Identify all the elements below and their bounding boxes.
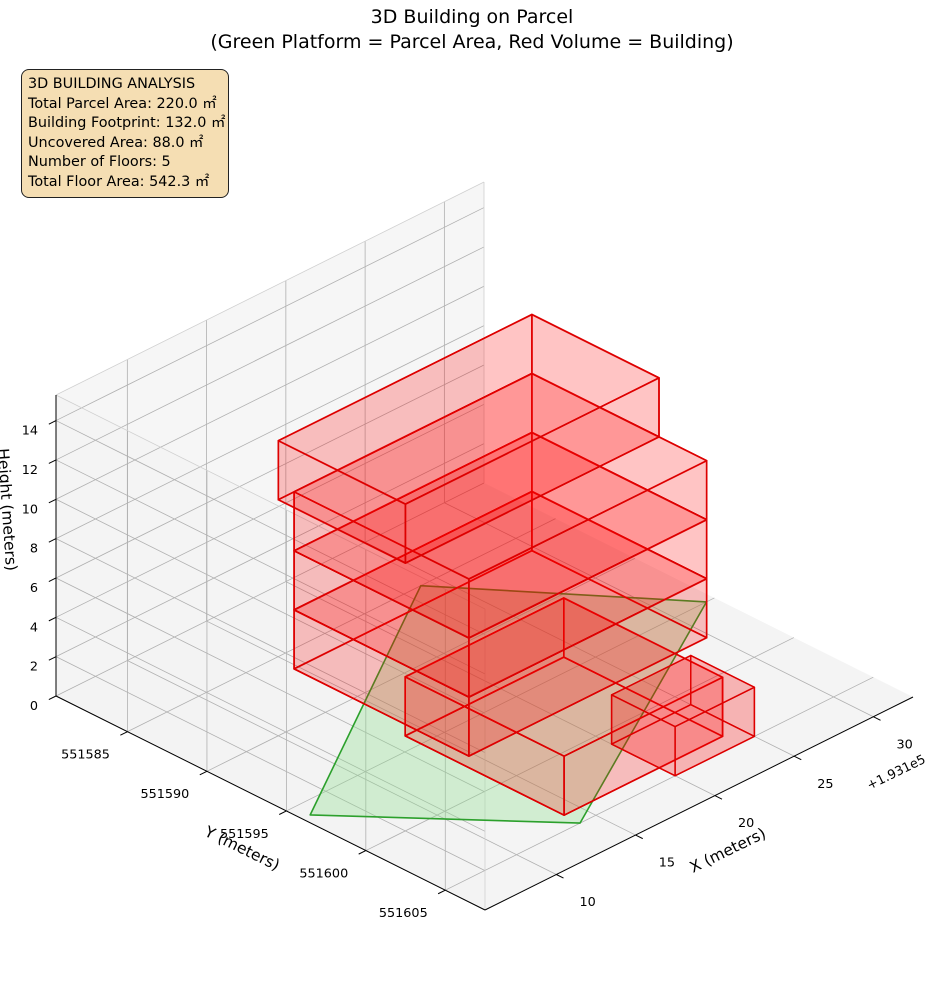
z-tick-label: 6 <box>30 581 38 596</box>
floor-1-top-face <box>404 597 724 758</box>
gridline-z-left <box>55 616 486 832</box>
y-tick-mark <box>120 731 128 736</box>
chart-title-line1: 3D Building on Parcel <box>370 6 574 28</box>
z-tick-mark <box>48 538 57 543</box>
y-tick-label: 551605 <box>379 906 428 921</box>
parcel-platform <box>309 584 708 824</box>
z-tick-label: 12 <box>22 463 38 478</box>
x-tick-label: 30 <box>896 737 912 752</box>
z-axis-label: Height (meters) <box>0 448 20 572</box>
y-tick-label: 551590 <box>140 787 189 802</box>
y-tick-label: 551585 <box>61 748 110 763</box>
x-tick-label: 25 <box>817 777 833 792</box>
small-block <box>610 654 756 777</box>
info-heading: 3D BUILDING ANALYSIS <box>28 76 196 92</box>
z-tick-mark <box>48 695 57 701</box>
info-building-footprint: Building Footprint: 132.0 ㎡ <box>28 115 226 132</box>
x-tick-mark <box>714 795 723 800</box>
axes-ticks: 1015202530551585551590551595551600551605… <box>22 420 913 921</box>
pane-edge <box>55 394 486 610</box>
y-tick-mark <box>199 770 208 776</box>
x-tick-mark <box>793 755 802 761</box>
y-tick-label: 551600 <box>299 867 348 882</box>
gridline-z-right <box>55 246 485 461</box>
floor-1 <box>404 597 724 817</box>
x-axis-offset-label: +1.931e5 <box>865 752 929 793</box>
z-tick-label: 8 <box>30 542 38 557</box>
z-tick-label: 2 <box>30 660 38 675</box>
y-tick-mark <box>279 810 287 815</box>
info-total-parcel-area: Total Parcel Area: 220.0 ㎡ <box>28 95 217 112</box>
info-number-of-floors: Number of Floors: 5 <box>28 154 171 171</box>
z-tick-label: 14 <box>22 424 38 439</box>
x-axis-label: X (meters) <box>687 824 769 876</box>
z-tick-mark <box>48 616 57 622</box>
small-block-top-face <box>610 654 756 728</box>
z-tick-label: 0 <box>30 699 38 714</box>
gridline-z-left <box>55 420 486 635</box>
x-tick-mark <box>873 716 881 721</box>
x-tick-label: 10 <box>579 895 595 910</box>
gridline-z-left <box>55 459 486 675</box>
gridline-y-floor <box>365 637 795 851</box>
gridline-z-left <box>55 577 486 793</box>
back-right-pane <box>56 182 484 696</box>
chart-title-line2: (Green Platform = Parcel Area, Red Volum… <box>210 31 734 53</box>
y-tick-mark <box>358 850 367 855</box>
floor-3 <box>293 431 708 698</box>
z-tick-mark <box>48 577 57 582</box>
z-tick-mark <box>48 656 57 661</box>
x-tick-label: 15 <box>659 856 675 871</box>
gridline-y-floor <box>286 597 715 812</box>
gridline-z-right <box>55 403 485 618</box>
gridline-z-left <box>55 538 486 753</box>
floor-4 <box>293 372 708 639</box>
gridline-y-floor <box>127 518 556 733</box>
x-tick-mark <box>556 874 564 879</box>
analysis-info-box: 3D BUILDING ANALYSIS Total Parcel Area: … <box>21 69 229 198</box>
floor-5-top-face <box>277 313 660 505</box>
gridline-z-right <box>55 207 485 421</box>
x-tick-label: 20 <box>738 816 754 831</box>
z-tick-mark <box>48 459 57 464</box>
z-tick-mark <box>48 420 57 425</box>
z-tick-label: 4 <box>30 620 38 635</box>
pane-edge <box>55 181 485 396</box>
info-uncovered-area: Uncovered Area: 88.0 ㎡ <box>28 134 204 151</box>
info-total-floor-area: Total Floor Area: 542.3 ㎡ <box>28 173 210 190</box>
z-tick-mark <box>48 498 57 504</box>
x-tick-mark <box>635 834 643 840</box>
gridline-z-right <box>55 325 485 539</box>
gridline-y-floor <box>445 676 874 891</box>
gridline-z-right <box>55 482 485 697</box>
y-tick-label: 551595 <box>220 827 269 842</box>
gridline-z-right <box>55 285 485 500</box>
gridline-z-left <box>55 656 486 872</box>
gridline-z-right <box>55 443 485 658</box>
plot-solids <box>277 313 756 824</box>
floor-5 <box>277 313 660 564</box>
gridline-z-right <box>55 364 485 579</box>
y-tick-mark <box>437 889 446 895</box>
gridline-z-left <box>55 498 486 714</box>
z-tick-label: 10 <box>22 502 38 517</box>
